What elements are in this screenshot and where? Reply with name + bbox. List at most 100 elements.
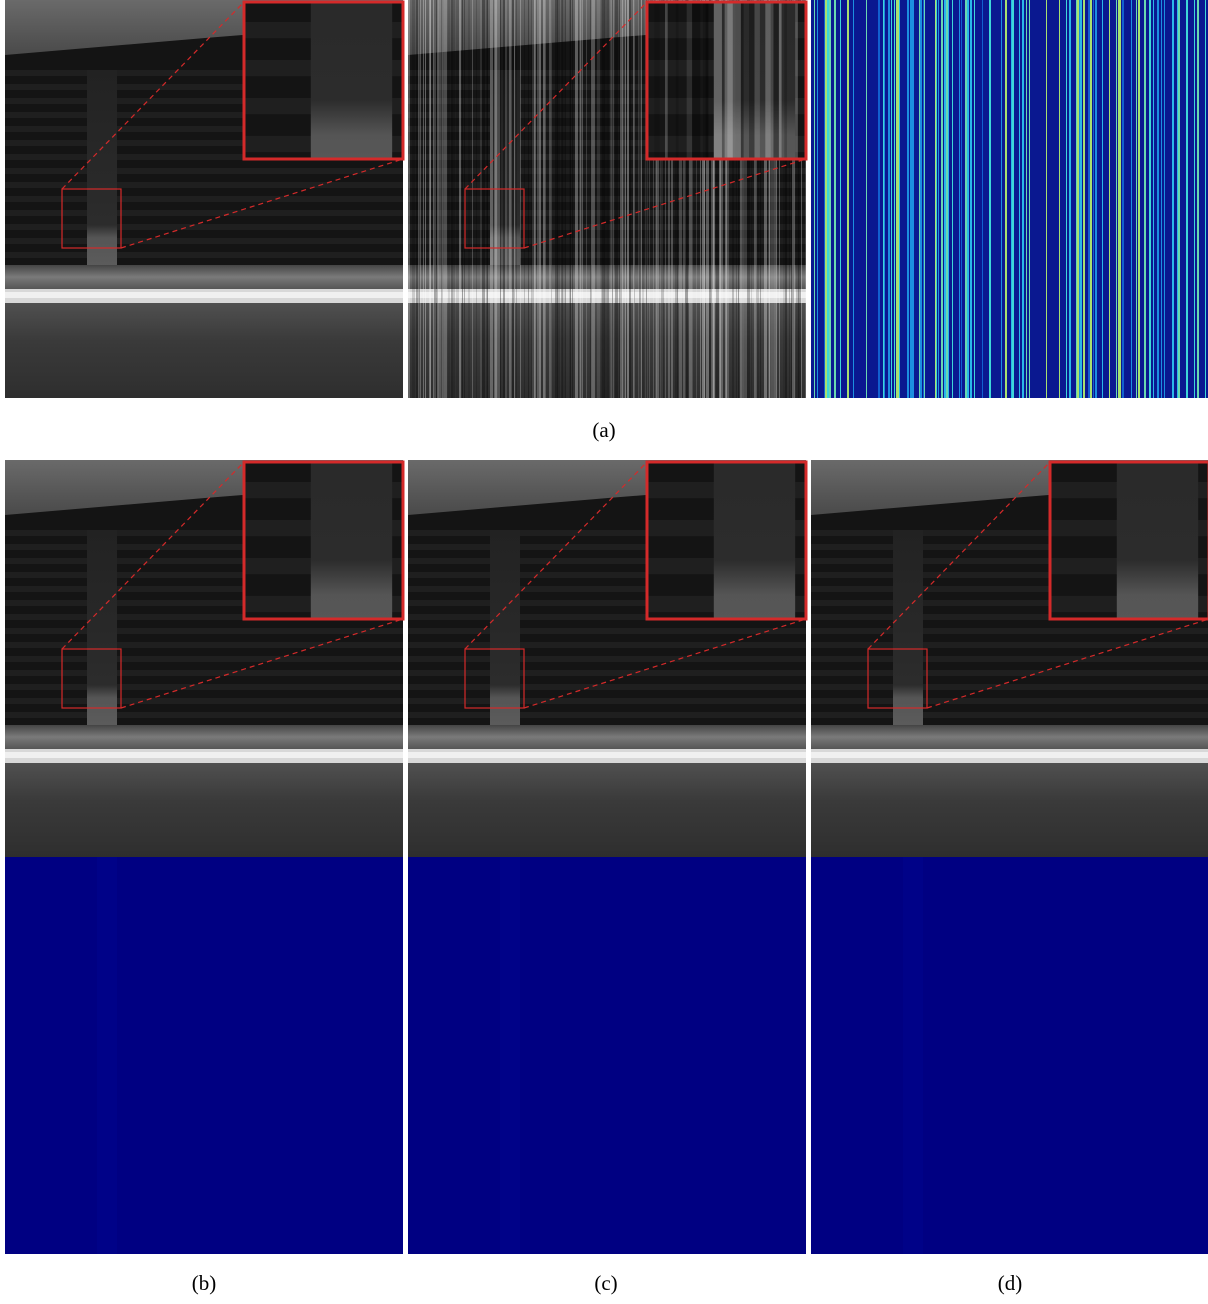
zoom-inset: [646, 3, 806, 160]
stripe: [792, 0, 795, 398]
stripe: [1080, 0, 1082, 398]
stripe: [1205, 0, 1206, 398]
stripe: [751, 0, 752, 398]
stripe: [685, 0, 688, 398]
stripe: [562, 0, 565, 398]
stripe: [910, 0, 912, 398]
inset-border: [242, 0, 405, 161]
stripe: [705, 3, 709, 160]
stripe: [784, 3, 788, 160]
stripe: [1102, 0, 1103, 398]
stripe: [429, 0, 431, 398]
stripe: [1026, 0, 1027, 398]
stripe: [604, 0, 607, 398]
stripe: [494, 0, 497, 398]
stripe: [487, 0, 488, 398]
stripe: [853, 0, 854, 398]
stripe: [597, 0, 600, 398]
stripe: [700, 0, 701, 398]
stripe-map: [811, 0, 1208, 398]
stripe: [764, 0, 767, 398]
stripe: [586, 0, 587, 398]
stripe: [570, 0, 571, 398]
stripe: [436, 0, 438, 398]
stripe: [675, 3, 679, 160]
stripe: [744, 0, 747, 398]
stripe: [738, 0, 739, 398]
stripe: [805, 0, 807, 398]
stripe: [704, 0, 705, 398]
stripe: [829, 0, 831, 398]
stripe: [883, 0, 884, 398]
stripe: [675, 0, 678, 398]
stripe: [653, 0, 654, 398]
stripe: [661, 0, 664, 398]
stripe: [612, 0, 613, 398]
stripe: [607, 0, 609, 398]
inset-border: [645, 0, 808, 161]
stripe: [646, 0, 647, 398]
stripe: [785, 0, 787, 398]
stripe: [610, 0, 611, 398]
stripe: [549, 0, 552, 398]
stripe: [1012, 0, 1014, 398]
stripe: [1119, 0, 1121, 398]
stripe: [565, 0, 566, 398]
zoom-line: [120, 618, 404, 709]
stripe: [580, 0, 581, 398]
stripe: [959, 0, 960, 398]
stripe: [1069, 0, 1071, 398]
stripe: [594, 0, 595, 398]
stripe: [773, 3, 782, 160]
stripe: [439, 0, 442, 398]
stripe: [866, 0, 867, 398]
stripe: [732, 0, 734, 398]
stripe: [503, 0, 505, 398]
stripe: [482, 0, 485, 398]
stripe: [459, 0, 461, 398]
stripe: [789, 0, 790, 398]
stripe: [419, 0, 420, 398]
stripe: [728, 0, 729, 398]
image-panel: [408, 460, 808, 858]
stripe: [1144, 0, 1146, 398]
stripe: [754, 0, 757, 398]
stripe: [579, 0, 582, 398]
image-panel: [811, 460, 1208, 858]
stripe-map: [5, 857, 403, 1254]
stripe: [1153, 0, 1154, 398]
caption: (d): [998, 1271, 1023, 1295]
stripe: [1019, 0, 1020, 398]
inset-border: [1048, 460, 1208, 621]
stripe: [1161, 0, 1162, 398]
stripe: [543, 0, 545, 398]
stripe: [1005, 0, 1007, 398]
stripe: [1194, 0, 1195, 398]
stripe: [671, 0, 673, 398]
stripe: [769, 0, 770, 398]
stripe: [572, 0, 573, 398]
stripe: [683, 0, 686, 398]
stripe: [827, 0, 829, 398]
zoom-line: [926, 618, 1208, 709]
crop-box: [867, 648, 928, 709]
stripe: [770, 3, 774, 160]
stripe: [634, 0, 635, 398]
stripe: [765, 3, 771, 160]
crop-box: [61, 188, 122, 249]
zoom-content: [646, 3, 806, 160]
stripe: [476, 0, 477, 398]
image-panel: [5, 460, 405, 858]
stripe: [665, 0, 666, 398]
stripe: [442, 0, 443, 398]
stripe: [894, 0, 895, 398]
stripe: [982, 0, 983, 398]
stripe: [97, 857, 117, 1254]
map-background: [408, 857, 806, 1254]
map-background: [811, 0, 1208, 398]
stripe: [654, 3, 660, 160]
stripe: [500, 857, 520, 1254]
stripe: [677, 0, 678, 398]
stripe: [749, 3, 755, 160]
